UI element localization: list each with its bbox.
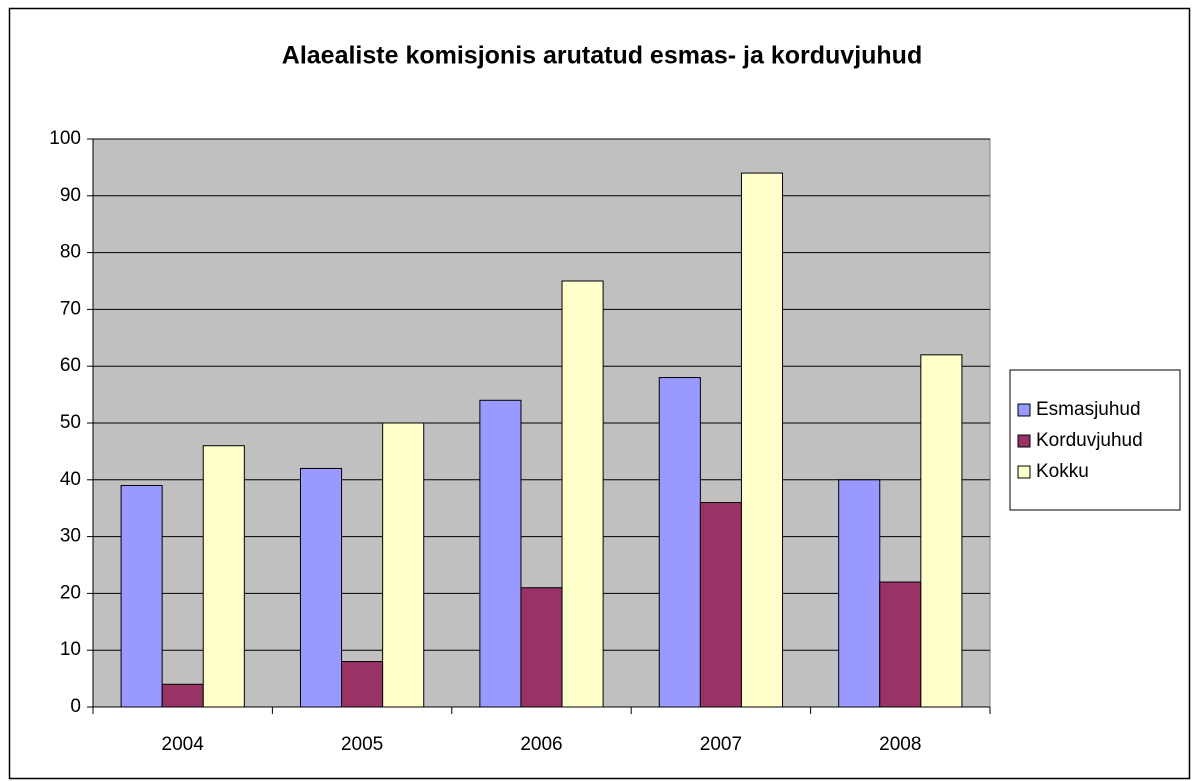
y-tick-label: 0 xyxy=(70,696,81,717)
y-tick-label: 80 xyxy=(60,242,81,263)
bar xyxy=(299,467,343,708)
bar xyxy=(341,661,384,708)
legend-swatch xyxy=(1017,403,1031,417)
bar xyxy=(202,445,245,708)
y-tick-label: 10 xyxy=(60,639,81,660)
bar xyxy=(658,377,701,708)
bar xyxy=(838,479,881,708)
bar xyxy=(740,172,784,708)
bar xyxy=(699,502,742,708)
bar xyxy=(920,354,963,708)
bar xyxy=(520,587,563,708)
y-tick-label: 40 xyxy=(60,469,81,490)
legend-label: Korduvjuhud xyxy=(1036,430,1143,451)
y-tick-label: 100 xyxy=(49,128,81,149)
bar xyxy=(879,581,922,708)
legend-label: Kokku xyxy=(1036,461,1089,482)
y-tick-label: 60 xyxy=(60,355,81,376)
y-tick-label: 20 xyxy=(60,582,81,603)
x-tick-label: 2008 xyxy=(879,734,921,755)
bar xyxy=(561,280,604,708)
legend-swatch xyxy=(1017,465,1031,479)
legend-label: Esmasjuhud xyxy=(1036,399,1141,420)
x-tick-label: 2005 xyxy=(341,734,383,755)
y-tick-label: 70 xyxy=(60,298,81,319)
bar xyxy=(479,399,522,708)
bar xyxy=(382,422,425,708)
x-tick-label: 2006 xyxy=(520,734,562,755)
legend-box xyxy=(1009,369,1181,511)
chart-title: Alaealiste komisjonis arutatud esmas- ja… xyxy=(282,42,922,70)
x-tick-label: 2007 xyxy=(700,734,742,755)
bar xyxy=(161,683,204,708)
x-tick-label: 2004 xyxy=(162,734,205,755)
y-tick-label: 50 xyxy=(60,412,81,433)
legend-swatch xyxy=(1017,434,1031,448)
y-tick-label: 90 xyxy=(60,185,81,206)
bar xyxy=(120,484,163,708)
y-tick-label: 30 xyxy=(60,526,81,547)
